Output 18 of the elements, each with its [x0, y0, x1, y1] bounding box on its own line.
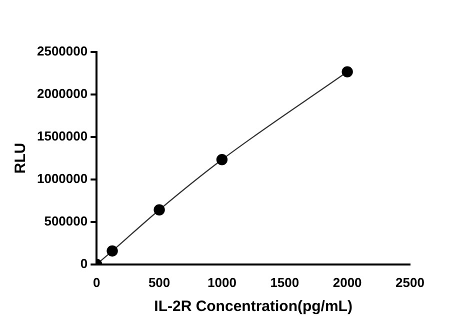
- y-tick-label: 2000000: [36, 86, 88, 102]
- y-tick-label: 1000000: [36, 171, 88, 186]
- x-axis-title: IL-2R Concentration(pg/mL): [154, 298, 352, 316]
- y-tick-label: 500000: [44, 214, 88, 228]
- x-tick-label: 2000: [332, 274, 362, 290]
- x-tick-label: 2500: [396, 274, 424, 290]
- x-tick-label: 500: [148, 274, 170, 290]
- y-axis-title: RLU: [12, 142, 30, 174]
- y-tick-label: 1500000: [36, 128, 88, 144]
- point: [154, 204, 165, 216]
- y-tick-label: 0: [80, 256, 88, 271]
- point: [342, 66, 353, 78]
- x-tick-label: 1500: [270, 274, 300, 290]
- x-tick-label: 0: [92, 274, 100, 290]
- y-tick-label: 2500000: [36, 44, 88, 59]
- point: [106, 245, 118, 257]
- x-tick-label: 1000: [208, 274, 236, 290]
- point: [216, 154, 228, 166]
